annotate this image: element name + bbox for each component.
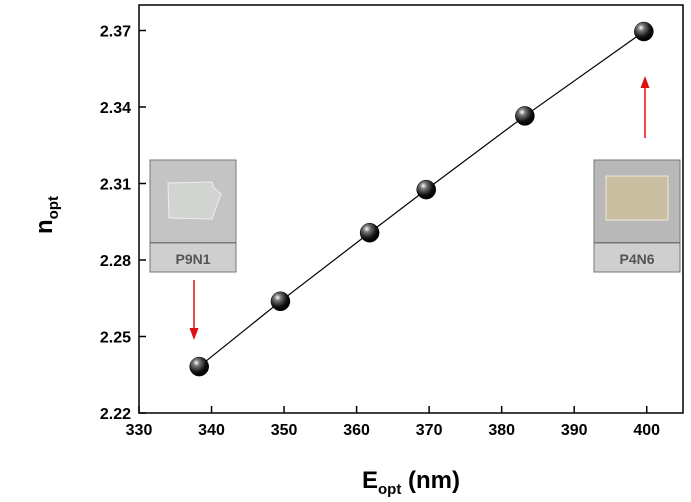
- x-tick-label: 400: [633, 422, 660, 439]
- point: [515, 106, 535, 126]
- inset-p9n1: P9N1: [149, 159, 237, 273]
- point: [416, 179, 436, 200]
- y-tick-label: 2.34: [100, 100, 131, 117]
- y-tick-label: 2.22: [100, 406, 131, 423]
- point: [270, 291, 291, 312]
- inset-p4n6: P4N6: [593, 159, 681, 273]
- x-tick-label: 390: [561, 422, 588, 439]
- point: [189, 356, 209, 377]
- point: [634, 21, 654, 42]
- x-tick-label: 340: [198, 422, 225, 439]
- inset-label: P9N1: [175, 251, 210, 267]
- y-label-main: n: [31, 219, 58, 234]
- x-tick-label: 380: [488, 422, 515, 439]
- x-label-rest: (nm): [401, 467, 460, 494]
- point: [359, 222, 380, 243]
- x-label-sub: opt: [378, 481, 401, 498]
- x-tick-label: 330: [126, 422, 153, 439]
- y-tick-label: 2.37: [100, 24, 131, 41]
- x-axis-label: Eopt (nm): [362, 467, 460, 498]
- y-axis-label: nopt: [31, 196, 62, 234]
- y-tick-label: 2.28: [100, 253, 131, 270]
- x-tick-label: 360: [343, 422, 370, 439]
- y-tick-label: 2.31: [100, 177, 131, 194]
- x-tick-label: 350: [271, 422, 298, 439]
- y-tick-label: 2.25: [100, 330, 131, 347]
- inset-label: P4N6: [619, 251, 654, 267]
- plot-frame: [138, 4, 684, 414]
- x-label-main: E: [362, 467, 378, 494]
- y-label-sub: opt: [45, 196, 62, 219]
- x-tick-label: 370: [416, 422, 443, 439]
- line: [198, 31, 645, 368]
